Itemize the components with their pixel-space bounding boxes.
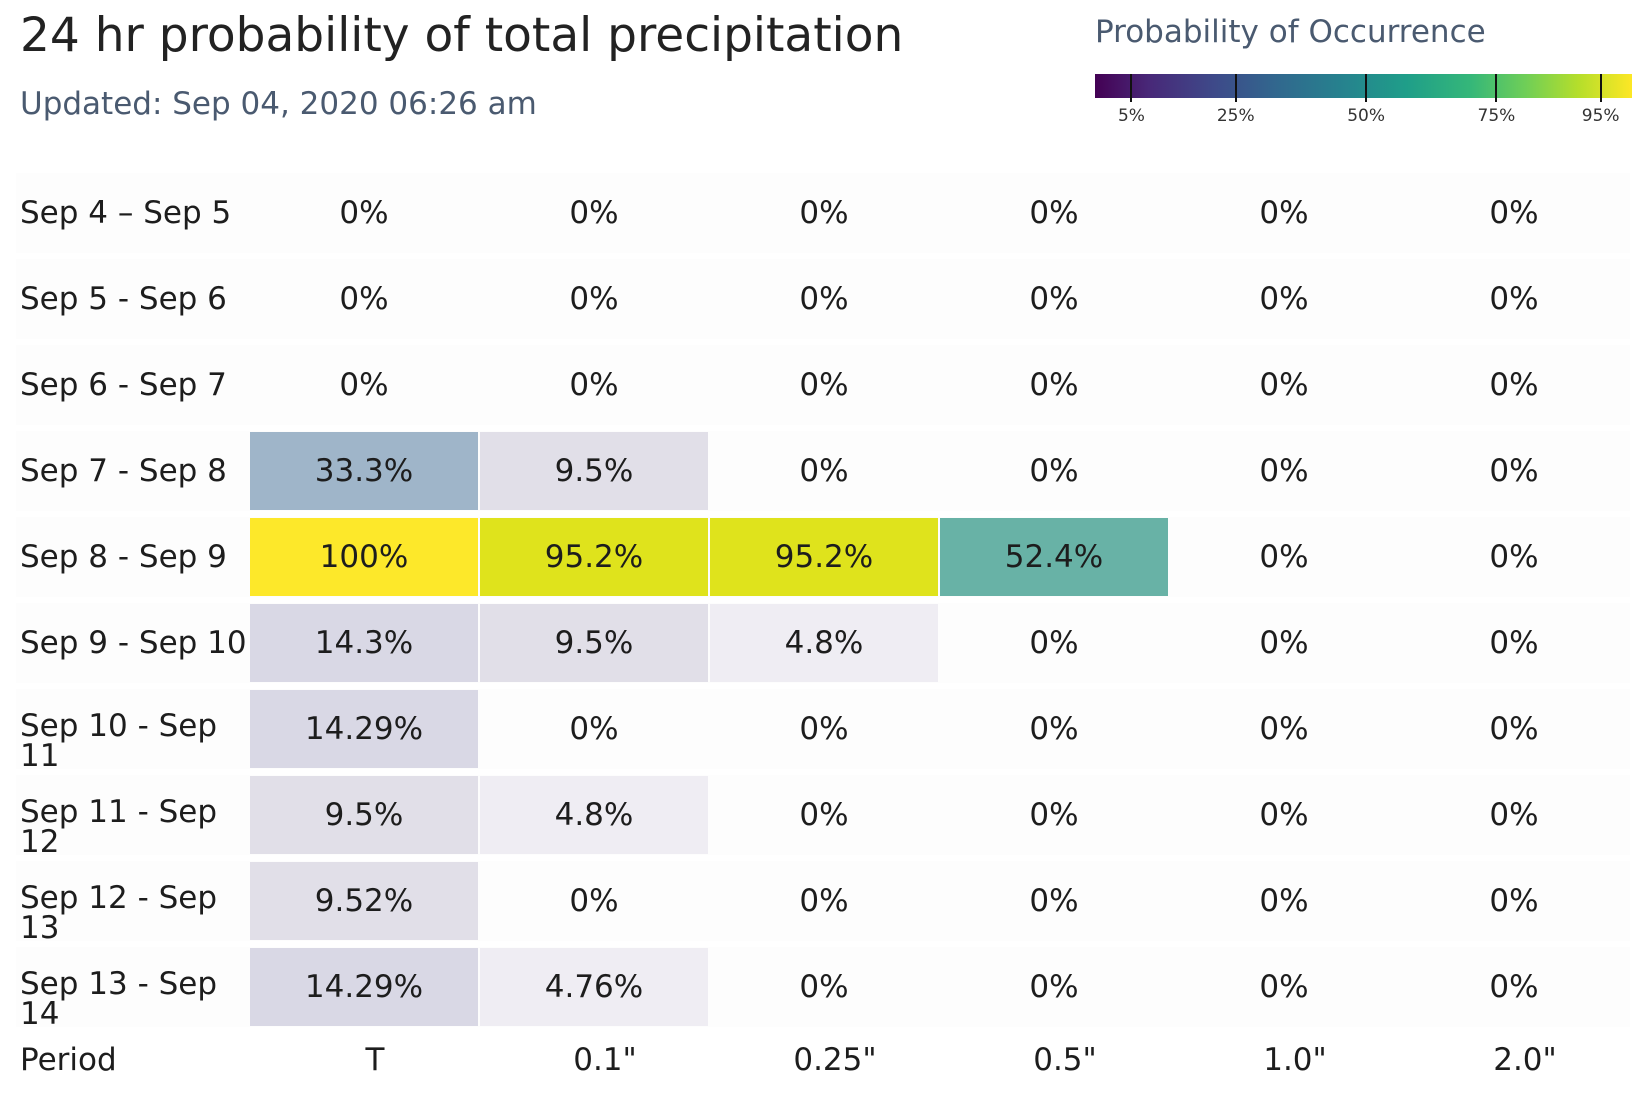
heatmap-cell: 0% xyxy=(1029,195,1079,231)
heatmap-cell: 0% xyxy=(1259,195,1309,231)
heatmap-cell: 9.5% xyxy=(250,776,478,854)
heatmap-cell: 14.29% xyxy=(250,690,478,768)
row-label: Sep 9 - Sep 10 xyxy=(20,625,247,661)
heatmap-cell: 0% xyxy=(1489,883,1539,919)
heatmap-cell: 0% xyxy=(1259,711,1309,747)
row-label: Sep 7 - Sep 8 xyxy=(20,453,227,489)
row-label: Sep 11 - Sep 12 xyxy=(20,794,218,860)
heatmap-cell: 95.2% xyxy=(480,518,708,596)
heatmap-cell: 0% xyxy=(1029,453,1079,489)
heatmap-cell: 0% xyxy=(1259,453,1309,489)
heatmap-cell: 0% xyxy=(1489,367,1539,403)
heatmap-cell: 0% xyxy=(1259,625,1309,661)
heatmap-cell: 0% xyxy=(799,883,849,919)
heatmap-cell: 9.5% xyxy=(480,604,708,682)
heatmap-cell: 0% xyxy=(1029,625,1079,661)
heatmap-cell: 0% xyxy=(1489,195,1539,231)
heatmap-cell: 0% xyxy=(1029,883,1079,919)
x-axis-label: 0.25" xyxy=(793,1042,877,1078)
row-background xyxy=(16,259,1630,339)
heatmap-cell: 4.8% xyxy=(710,604,938,682)
heatmap-cell: 9.52% xyxy=(250,862,478,940)
chart-title: 24 hr probability of total precipitation xyxy=(20,8,904,63)
heatmap-cell: 0% xyxy=(339,281,389,317)
row-label: Sep 12 - Sep 13 xyxy=(20,880,218,946)
row-label: Sep 13 - Sep 14 xyxy=(20,966,218,1032)
heatmap-cell: 0% xyxy=(1489,281,1539,317)
heatmap-cell: 0% xyxy=(1259,367,1309,403)
heatmap-cell: 9.5% xyxy=(480,432,708,510)
row-background xyxy=(16,173,1630,253)
heatmap-cell: 0% xyxy=(1259,797,1309,833)
x-axis-label: 1.0" xyxy=(1263,1042,1327,1078)
heatmap-cell: 0% xyxy=(1489,711,1539,747)
colorscale-tick xyxy=(1234,74,1237,102)
heatmap-cell: 0% xyxy=(799,195,849,231)
heatmap-cell: 0% xyxy=(1489,969,1539,1005)
colorscale-tick-label: 50% xyxy=(1347,106,1385,126)
heatmap-cell: 0% xyxy=(1029,281,1079,317)
heatmap-cell: 0% xyxy=(339,367,389,403)
updated-timestamp: Updated: Sep 04, 2020 06:26 am xyxy=(20,86,537,122)
heatmap-cell: 0% xyxy=(1259,883,1309,919)
row-label: Sep 5 - Sep 6 xyxy=(20,281,227,317)
colorscale-tick-label: 5% xyxy=(1117,106,1145,126)
heatmap-cell: 0% xyxy=(799,711,849,747)
colorscale-tick xyxy=(1599,74,1602,102)
heatmap-cell: 0% xyxy=(339,195,389,231)
heatmap-cell: 0% xyxy=(1029,969,1079,1005)
heatmap-cell: 4.76% xyxy=(480,948,708,1026)
heatmap-cell: 0% xyxy=(1489,797,1539,833)
heatmap-cell: 0% xyxy=(569,711,619,747)
heatmap-cell: 0% xyxy=(1489,539,1539,575)
heatmap-cell: 0% xyxy=(1259,969,1309,1005)
heatmap-cell: 4.8% xyxy=(480,776,708,854)
heatmap-cell: 100% xyxy=(250,518,478,596)
heatmap-cell: 0% xyxy=(799,281,849,317)
heatmap-cell: 0% xyxy=(799,367,849,403)
heatmap-cell: 0% xyxy=(799,453,849,489)
heatmap-cell: 0% xyxy=(1029,797,1079,833)
row-background xyxy=(16,345,1630,425)
x-axis-label: 0.5" xyxy=(1033,1042,1097,1078)
colorscale-tick xyxy=(1130,74,1133,102)
heatmap-cell: 0% xyxy=(1259,539,1309,575)
colorscale-bar xyxy=(1095,74,1632,98)
heatmap-cell: 33.3% xyxy=(250,432,478,510)
heatmap-cell: 14.29% xyxy=(250,948,478,1026)
heatmap-cell: 14.3% xyxy=(250,604,478,682)
heatmap-cell: 0% xyxy=(799,969,849,1005)
heatmap-cell: 0% xyxy=(569,281,619,317)
heatmap-cell: 0% xyxy=(569,883,619,919)
x-axis-label: 2.0" xyxy=(1493,1042,1557,1078)
heatmap-cell: 0% xyxy=(1259,281,1309,317)
x-axis-label: 0.1" xyxy=(573,1042,637,1078)
colorscale-tick-label: 95% xyxy=(1581,106,1620,126)
x-axis-label: T xyxy=(365,1042,385,1078)
x-axis-header: Period xyxy=(20,1042,117,1078)
colorscale-tick xyxy=(1495,74,1498,102)
heatmap-cell: 0% xyxy=(1029,367,1079,403)
heatmap-cell: 0% xyxy=(569,367,619,403)
heatmap-cell: 52.4% xyxy=(940,518,1168,596)
colorscale-tick-label: 25% xyxy=(1216,106,1255,126)
heatmap-cell: 0% xyxy=(799,797,849,833)
row-label: Sep 4 – Sep 5 xyxy=(20,195,232,231)
legend-title: Probability of Occurrence xyxy=(1095,14,1486,50)
colorscale-tick xyxy=(1365,74,1368,102)
heatmap-cell: 0% xyxy=(1489,453,1539,489)
row-label: Sep 8 - Sep 9 xyxy=(20,539,227,575)
row-label: Sep 10 - Sep 11 xyxy=(20,708,218,774)
row-label: Sep 6 - Sep 7 xyxy=(20,367,227,403)
heatmap-cell: 95.2% xyxy=(710,518,938,596)
heatmap-cell: 0% xyxy=(1029,711,1079,747)
colorscale-tick-label: 75% xyxy=(1477,106,1516,126)
heatmap-cell: 0% xyxy=(569,195,619,231)
heatmap-cell: 0% xyxy=(1489,625,1539,661)
